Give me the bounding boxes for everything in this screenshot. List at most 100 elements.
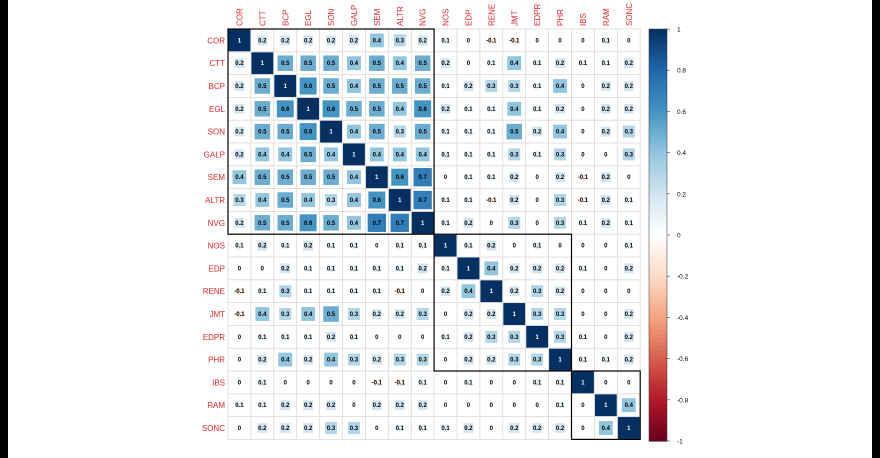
corr-cell-BCP-GALP [347, 79, 361, 93]
corr-value-label: 0.7 [418, 198, 427, 204]
corr-cell-EGL-EDPR [533, 105, 541, 113]
corr-value-label: 0.1 [602, 61, 611, 67]
corr-value-label: 0.7 [418, 175, 427, 181]
colorbar-segment [649, 173, 667, 178]
corr-cell-ALTR-GALP [347, 193, 361, 207]
colorbar-segment [649, 395, 667, 401]
corr-cell-EGL-BCP [276, 100, 294, 118]
colorbar-segment [649, 375, 667, 380]
corr-cell-SONC-EDP [463, 423, 474, 433]
corr-value-label: 0.4 [510, 107, 519, 113]
corr-value-label: 0.1 [487, 61, 496, 67]
corr-cell-EDP-RENE [484, 261, 499, 276]
corr-value-label: 0.3 [556, 152, 565, 158]
corr-cell-CTT-PHR [555, 58, 565, 69]
corr-cell-SON-NOS [442, 128, 450, 136]
corr-value-label: 0.2 [625, 335, 634, 341]
corr-value-label: 0.1 [350, 289, 359, 295]
corr-value-label: 0.5 [258, 84, 267, 90]
corr-value-label: 0.4 [350, 198, 359, 204]
row-label-EDP: EDP [209, 264, 225, 273]
corr-value-label: 0.2 [510, 426, 519, 432]
corr-cell-SON-EDPR [532, 126, 543, 137]
row-label-BCP: BCP [209, 82, 225, 91]
corr-value-label: 1 [398, 198, 402, 204]
row-label-NVG: NVG [208, 219, 225, 228]
corr-value-label: 0.3 [350, 312, 359, 318]
corr-value-label: 0 [581, 403, 585, 409]
corr-cell-BCP-RAM [600, 81, 611, 91]
corr-value-label: 0.1 [418, 426, 427, 432]
corr-value-label: 0.3 [396, 358, 405, 364]
corr-cell-EGL-SONC [623, 103, 634, 114]
colorbar-tick-label: -1 [677, 439, 683, 446]
corr-cell-ALTR-NOS [442, 196, 450, 204]
corr-value-label: 0.5 [258, 175, 267, 181]
corr-value-label: 0.2 [556, 61, 565, 67]
corr-value-label: 0 [238, 358, 242, 364]
corr-value-label: 0.3 [556, 312, 565, 318]
corr-cell-SONC-EDPR [532, 423, 543, 433]
corr-value-label: 1 [467, 266, 471, 272]
colorbar-segment [649, 338, 667, 343]
corr-value-label: 0.5 [281, 198, 290, 204]
corr-cell-BCP-COR [234, 81, 245, 91]
colorbar-segment [649, 408, 667, 413]
corr-cell-GALP-EDP [464, 150, 472, 158]
corr-value-label: 0.1 [533, 244, 542, 250]
corr-value-label: 0.2 [304, 38, 313, 44]
colorbar-segment [649, 263, 667, 269]
corr-value-label: 0.5 [418, 130, 427, 136]
corr-cell-EDPR-PHR [554, 330, 567, 343]
corr-value-label: 1 [604, 403, 608, 409]
corr-value-label: -0.1 [234, 312, 245, 318]
corr-cell-SON-RENE [487, 128, 495, 136]
row-label-NOS: NOS [208, 242, 225, 251]
corr-cell-NVG-RAM [600, 217, 611, 228]
cluster-rect-layer [227, 28, 641, 441]
corr-value-label: 0.4 [556, 84, 565, 90]
corr-value-label: 0.4 [281, 358, 290, 364]
corr-value-label: 0.2 [304, 403, 313, 409]
corr-value-label: 0.4 [396, 107, 405, 113]
corr-value-label: 0.2 [235, 107, 244, 113]
corr-cell-EDPR-EDP [463, 331, 474, 342]
corr-value-label: 0.2 [281, 38, 290, 44]
corr-value-label: 0.2 [487, 244, 496, 250]
corr-cell-COR-SEM [369, 33, 384, 48]
corr-cell-GALP-GALP [343, 143, 365, 166]
corr-cell-RAM-RAM [594, 394, 617, 417]
corr-value-label: 0.4 [258, 312, 267, 318]
corr-value-label: 0.1 [396, 244, 405, 250]
corr-cell-SON-ALTR [393, 125, 406, 138]
corr-cell-BCP-NVG [414, 78, 431, 94]
corr-value-label: 1 [535, 335, 539, 341]
corr-cell-IBS-EDP [464, 378, 472, 386]
corr-value-label: 0 [444, 358, 448, 364]
col-label-IBS: IBS [579, 13, 588, 26]
corr-value-label: 0.1 [625, 244, 634, 250]
corr-value-label: 0.1 [579, 221, 588, 227]
corr-value-label: 0.1 [327, 244, 336, 250]
corr-cell-JMT-PHR [554, 308, 567, 320]
corr-value-label: 0.2 [602, 175, 611, 181]
row-label-ALTR: ALTR [205, 196, 225, 205]
corr-value-label: 0 [444, 380, 448, 386]
corr-cell-PHR-IBS [579, 356, 587, 364]
corr-value-label: 0.2 [258, 244, 267, 250]
corr-cell-BCP-SONC [623, 81, 634, 91]
colorbar-segment [649, 136, 667, 141]
corr-cell-NVG-NVG [411, 211, 434, 234]
row-label-SON: SON [208, 128, 226, 137]
colorbar-segment [649, 346, 667, 351]
colorbar-segment [649, 267, 667, 273]
corr-cell-SON-EDP [464, 128, 472, 136]
corr-cell-COR-RENE [487, 36, 495, 44]
colorbar-segment [649, 66, 667, 71]
corr-cell-EDP-GALP [350, 264, 358, 272]
corr-cell-RENE-EDPR [531, 285, 544, 298]
corr-value-label: 0.4 [373, 152, 382, 158]
corr-value-label: 0 [581, 130, 585, 136]
corr-cell-BCP-CTT [254, 78, 271, 94]
colorbar-tick-label: -0.2 [677, 274, 689, 281]
